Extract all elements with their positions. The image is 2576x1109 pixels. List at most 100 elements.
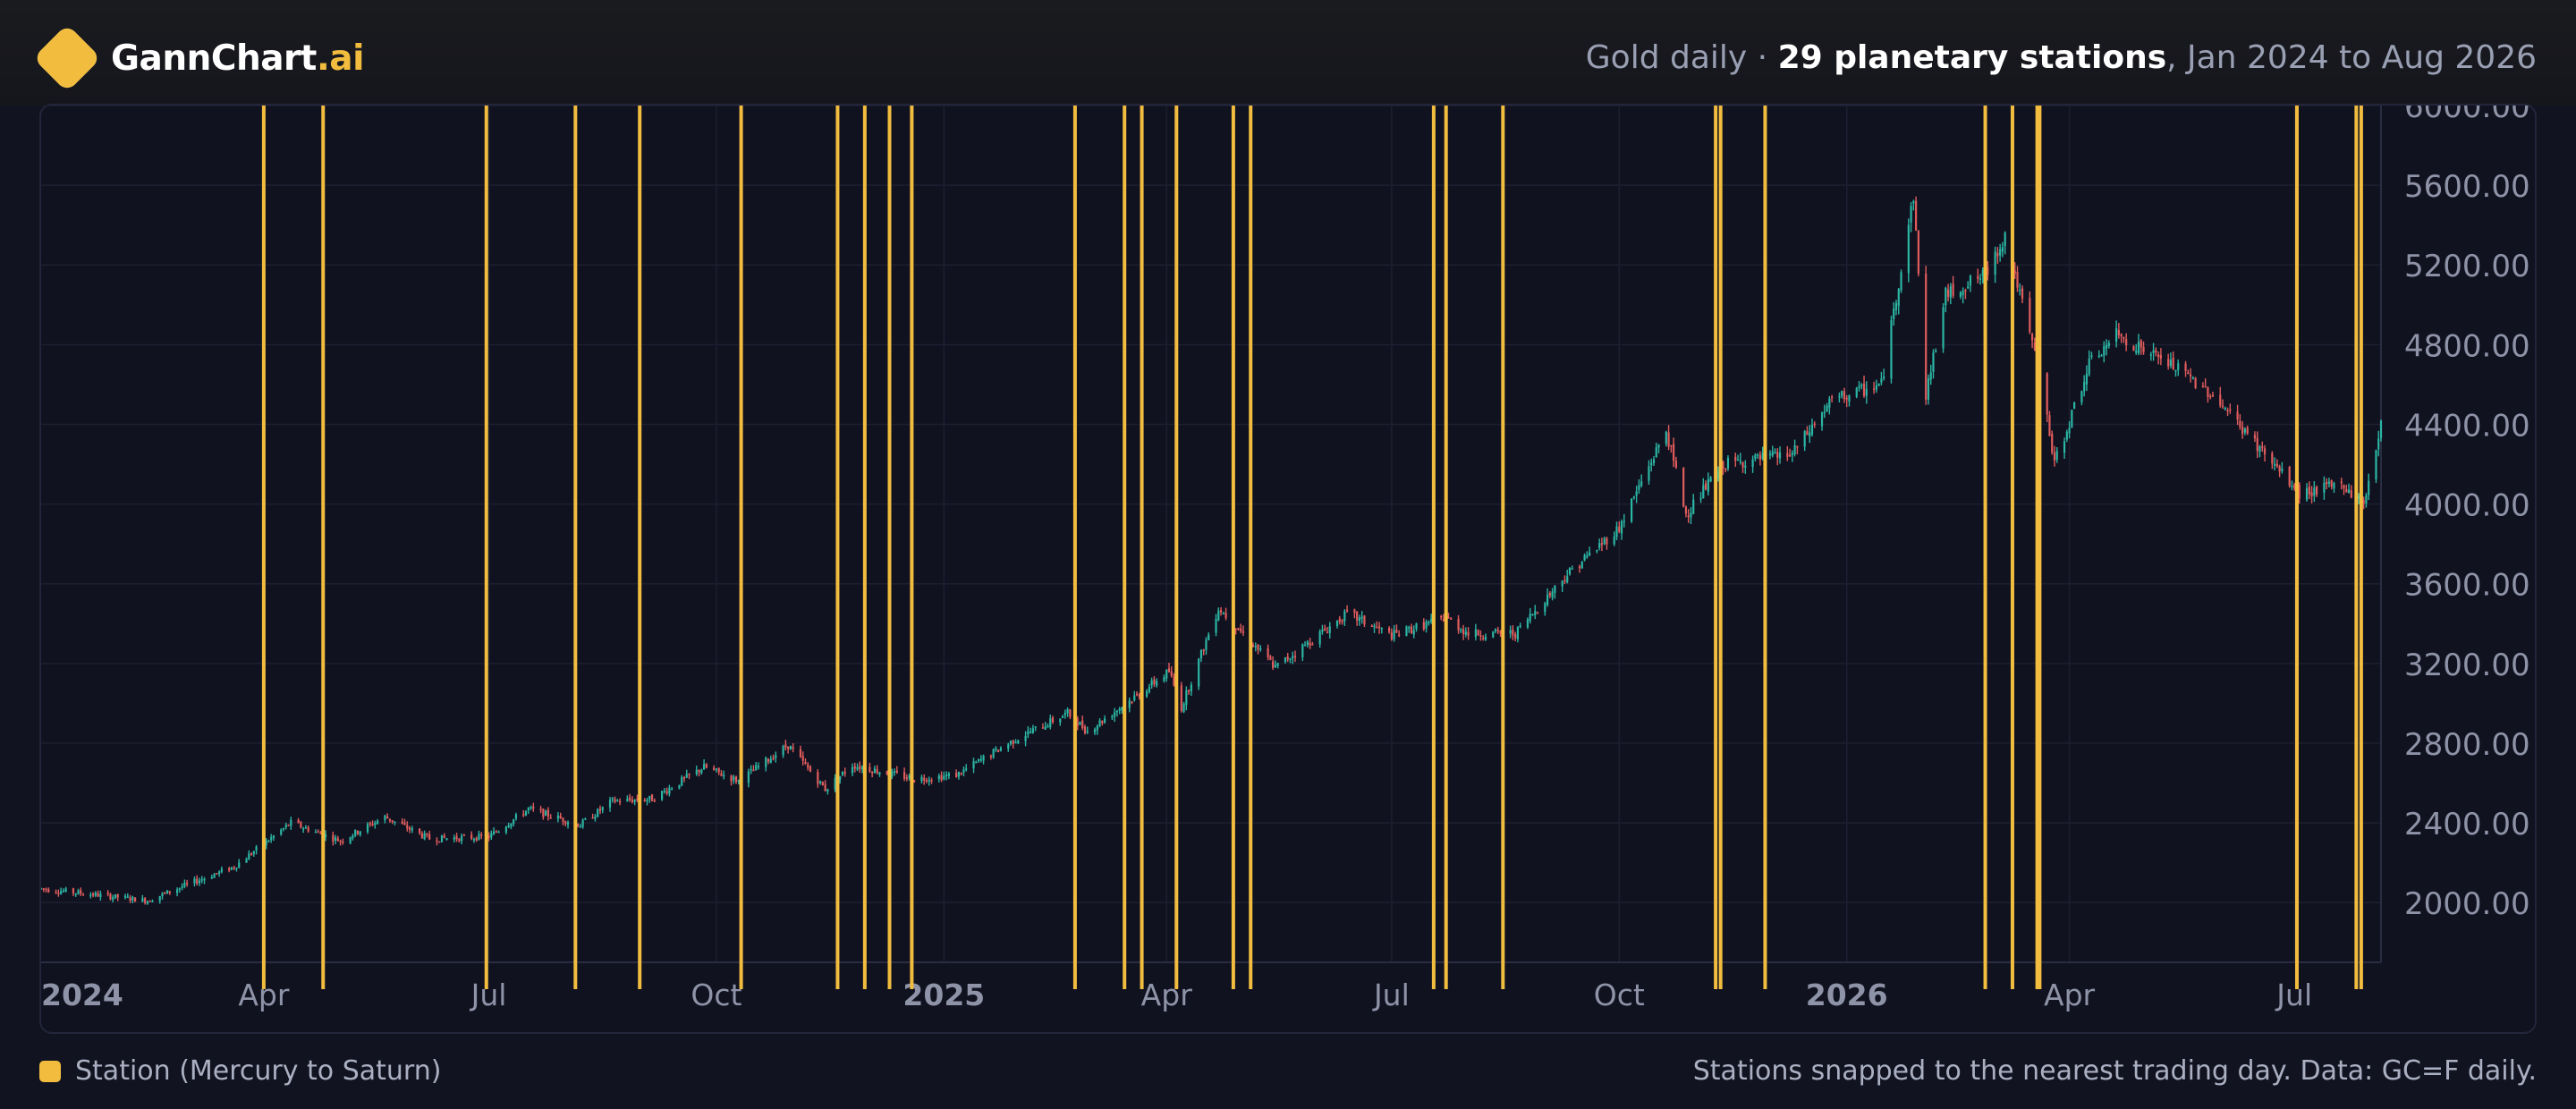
candle-body xyxy=(616,800,619,802)
candle-body xyxy=(203,878,206,881)
candle-body xyxy=(196,878,199,884)
candle-body xyxy=(2187,372,2190,375)
candle-body xyxy=(995,748,997,750)
candle-body xyxy=(352,835,354,839)
candle-body xyxy=(1150,680,1153,686)
candle-body xyxy=(1563,580,1566,582)
candle-body xyxy=(556,815,560,819)
candle-body xyxy=(2004,233,2006,247)
candle-body xyxy=(698,769,700,773)
candle-body xyxy=(510,823,513,827)
candle-body xyxy=(384,815,386,821)
chart-panel[interactable]: 2000.00 2400.00 2800.00 3200.00 3600.00 4000.… xyxy=(39,104,2537,1034)
brand[interactable]: GannChart.ai xyxy=(32,23,364,93)
candle-body xyxy=(1778,452,1782,459)
candle-body xyxy=(1776,452,1779,458)
candle-body xyxy=(1620,521,1623,534)
candle-body xyxy=(57,893,60,894)
candle-body xyxy=(233,867,235,869)
candle-body xyxy=(1390,632,1393,640)
candle-body xyxy=(1422,622,1425,630)
candle-body xyxy=(178,887,181,890)
y-tick-label: 6000.00 xyxy=(2404,106,2530,125)
candle-body xyxy=(734,776,738,783)
candle-body xyxy=(1237,628,1240,631)
candle-body xyxy=(1734,456,1737,461)
candle-body xyxy=(940,775,943,781)
candle-body xyxy=(1457,619,1460,631)
candle-body xyxy=(1098,720,1101,726)
candle-body xyxy=(2293,484,2296,489)
candle-body xyxy=(799,749,802,758)
candle-body xyxy=(423,833,426,840)
candle-body xyxy=(893,771,896,773)
candle-body xyxy=(807,765,809,768)
candle-body xyxy=(287,825,290,826)
candle-body xyxy=(717,767,720,773)
candle-body xyxy=(1234,628,1237,631)
candle-body xyxy=(1640,481,1643,487)
candle-body xyxy=(1494,629,1497,632)
price-chart[interactable]: 2000.00 2400.00 2800.00 3200.00 3600.00 4000.… xyxy=(41,106,2538,1036)
candle-body xyxy=(2055,451,2058,460)
candle-body xyxy=(1809,432,1811,436)
candle-body xyxy=(480,834,483,836)
candle-body xyxy=(1596,549,1598,552)
candle-body xyxy=(1952,284,1954,296)
candle-body xyxy=(165,890,169,894)
candle-body xyxy=(549,817,552,819)
candle-body xyxy=(1079,722,1081,725)
candle-body xyxy=(458,838,461,842)
candle-body xyxy=(2021,288,2024,299)
candle-body xyxy=(1768,453,1772,456)
candle-body xyxy=(1674,461,1677,468)
candle-body xyxy=(1356,611,1359,621)
candle-body xyxy=(74,893,77,895)
candle-body xyxy=(945,775,948,776)
candle-body xyxy=(2125,339,2128,346)
y-tick-label: 5600.00 xyxy=(2404,169,2530,205)
candle-body xyxy=(2191,377,2194,379)
y-tick-label: 3200.00 xyxy=(2404,648,2530,683)
candle-body xyxy=(1017,740,1020,744)
candle-body xyxy=(581,819,584,827)
candle-body xyxy=(426,834,428,835)
candle-body xyxy=(1893,309,1895,319)
candle-body xyxy=(220,868,223,872)
candle-body xyxy=(248,853,250,860)
candle-body xyxy=(332,834,335,842)
candle-body xyxy=(1969,275,1972,286)
chart-subtitle: Gold daily · 29 planetary stations, Jan … xyxy=(1586,39,2537,76)
candle-body xyxy=(1684,506,1688,514)
candle-body xyxy=(45,888,47,891)
candle-body xyxy=(1657,444,1660,448)
candle-body xyxy=(789,746,792,750)
candle-body xyxy=(1536,612,1539,614)
candle-body xyxy=(1133,695,1136,701)
candle-body xyxy=(2298,484,2301,499)
candle-body xyxy=(1241,631,1245,633)
candle-body xyxy=(2132,346,2135,351)
candle-body xyxy=(1925,273,1928,400)
candle-body xyxy=(1883,377,1885,378)
candle-body xyxy=(853,766,856,769)
candle-body xyxy=(513,819,515,825)
candle-body xyxy=(928,780,930,782)
candle-body xyxy=(2345,488,2348,493)
candle-body xyxy=(2103,346,2106,356)
candle-body xyxy=(663,790,665,792)
candle-body xyxy=(164,893,166,894)
candle-body xyxy=(1173,676,1175,686)
candle-body xyxy=(1301,644,1304,658)
candle-body xyxy=(1274,665,1276,668)
candle-body xyxy=(1499,631,1502,634)
candle-body xyxy=(1286,656,1289,660)
candle-body xyxy=(342,841,344,843)
candle-body xyxy=(1739,460,1741,462)
candle-body xyxy=(1464,631,1467,635)
candle-body xyxy=(386,817,389,819)
candle-body xyxy=(982,756,985,761)
candle-body xyxy=(2308,487,2310,495)
candle-body xyxy=(1148,687,1150,692)
candle-body xyxy=(62,891,64,893)
